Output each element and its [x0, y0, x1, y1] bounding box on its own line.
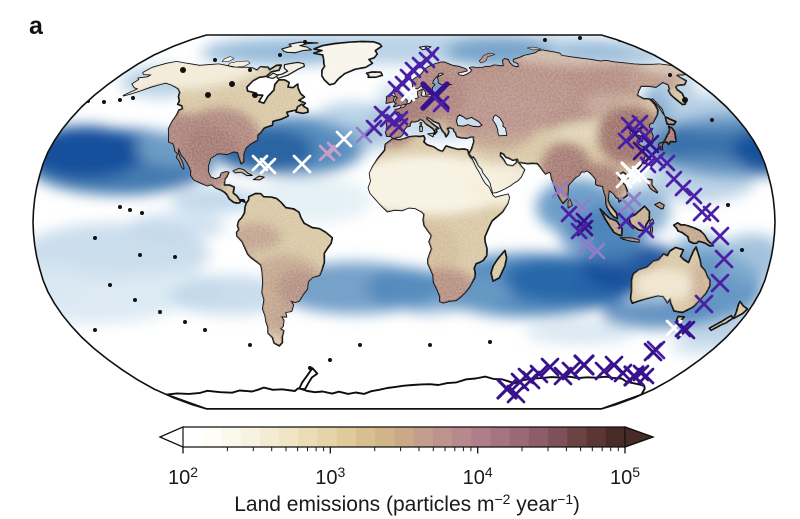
svg-text:a: a: [29, 12, 44, 40]
svg-text:Land emissions (particles m−2: Land emissions (particles m−2 year−1): [234, 491, 580, 516]
